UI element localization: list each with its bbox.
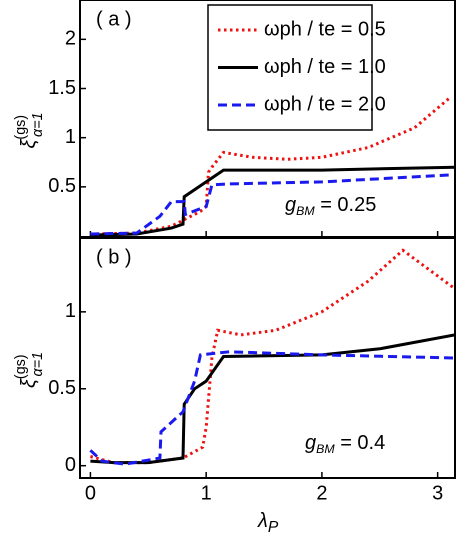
series-line [90, 333, 455, 465]
series-line [89, 350, 455, 466]
y-axis-label-sub: α=1 [30, 112, 46, 136]
y-tick-label: 0.5 [48, 377, 76, 399]
x-tick-label: 1 [201, 482, 212, 504]
annotation-sub: BM [316, 442, 335, 456]
y-tick-label: 0 [65, 454, 76, 476]
y-axis-label: ξ(gs)α=1 [13, 352, 46, 388]
x-tick-label: 2 [316, 482, 327, 504]
y-tick-label: 1 [65, 300, 76, 322]
annotation: gBM = 0.4 [305, 432, 385, 456]
annotation-base: g [305, 432, 316, 454]
annotation-base: g [285, 194, 296, 216]
x-axis-label-sub: P [268, 519, 279, 536]
y-tick-label: 2 [65, 28, 76, 50]
x-tick-label: 3 [432, 482, 443, 504]
annotation-text: = 0.4 [335, 432, 386, 454]
series-line [90, 173, 450, 236]
y-tick-label: 0.5 [48, 175, 76, 197]
y-tick-label: 1.5 [48, 77, 76, 99]
x-axis-label-base: λ [257, 510, 268, 532]
series-line [90, 97, 451, 236]
legend-label: ωph / te = 0.5 [264, 18, 386, 40]
legend-label: ωph / te = 2.0 [264, 93, 386, 115]
panel: 0.5 1 1.5 2 ( a ) gBM = 0.25 ξ(gs)α=1 ωph / te … [13, 0, 456, 238]
panel-label: ( b ) [96, 246, 132, 268]
y-axis-label-sub: α=1 [30, 352, 46, 376]
x-axis-label: λP [257, 510, 279, 536]
annotation-sub: BM [296, 204, 315, 218]
y-axis-label-sup: (gs) [13, 354, 29, 379]
y-tick-label: 1 [65, 126, 76, 148]
plot-frame [79, 237, 456, 479]
legend-label: ωph / te = 1.0 [264, 56, 386, 78]
y-axis-label-sup: (gs) [13, 115, 29, 140]
panel-label: ( a ) [96, 8, 132, 30]
y-axis-label-base: ξ [18, 139, 40, 149]
y-axis-label: ξ(gs)α=1 [13, 112, 46, 148]
panel: 0 1 2 3 0 0.5 1 ( b ) gBM = 0.4 ξ(gs)α=1 λP [13, 237, 456, 536]
x-tick-label: 0 [85, 482, 96, 504]
annotation: gBM = 0.25 [285, 194, 376, 218]
y-axis-label-base: ξ [18, 378, 40, 388]
annotation-text: = 0.25 [315, 194, 377, 216]
